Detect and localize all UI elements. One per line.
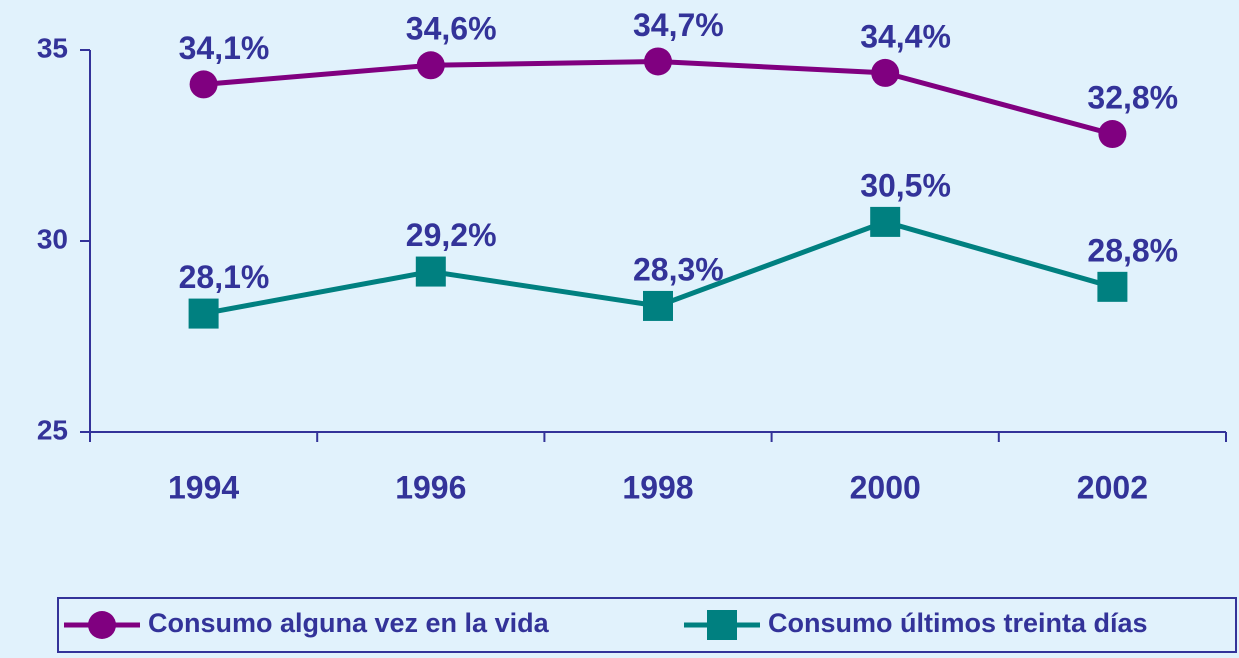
data-point — [871, 58, 900, 87]
x-tick-label: 1998 — [622, 469, 693, 505]
data-label: 29,2% — [406, 217, 497, 253]
legend-marker — [88, 611, 116, 639]
y-tick-label: 30 — [37, 223, 68, 254]
data-point — [870, 206, 901, 237]
legend-marker — [707, 610, 737, 640]
data-point — [644, 47, 672, 76]
data-point — [643, 290, 673, 321]
x-tick-label: 2000 — [850, 469, 921, 505]
legend-label: Consumo últimos treinta días — [768, 608, 1148, 638]
data-label: 34,4% — [860, 18, 951, 54]
data-point — [189, 70, 218, 99]
data-label: 28,1% — [179, 259, 270, 295]
legend-label: Consumo alguna vez en la vida — [148, 608, 550, 638]
data-point — [415, 256, 446, 287]
data-label: 28,8% — [1087, 232, 1178, 268]
data-label: 34,6% — [406, 11, 497, 47]
data-point — [1097, 271, 1128, 302]
data-label: 28,3% — [633, 251, 724, 287]
data-label: 34,7% — [633, 7, 724, 43]
data-point — [188, 298, 219, 329]
y-tick-label: 25 — [37, 414, 68, 445]
y-tick-label: 35 — [37, 32, 68, 63]
x-tick-label: 2002 — [1077, 469, 1148, 505]
data-point — [416, 51, 445, 80]
data-point — [1098, 120, 1127, 149]
legend-box — [57, 597, 1237, 653]
data-label: 34,1% — [179, 30, 270, 66]
x-tick-label: 1996 — [395, 469, 466, 505]
x-tick-label: 1994 — [168, 469, 239, 505]
data-label: 32,8% — [1087, 79, 1178, 115]
data-label: 30,5% — [860, 167, 951, 203]
